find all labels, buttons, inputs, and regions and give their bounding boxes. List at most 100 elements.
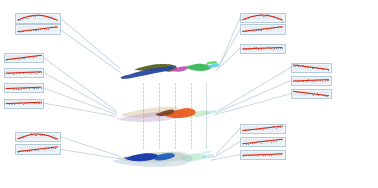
Point xyxy=(304,92,310,95)
FancyBboxPatch shape xyxy=(240,24,285,34)
Point xyxy=(3,102,9,105)
Point xyxy=(245,153,251,156)
Point xyxy=(22,87,28,90)
Point xyxy=(46,16,53,19)
Point xyxy=(3,87,9,90)
Point xyxy=(10,87,16,90)
Point xyxy=(295,65,301,68)
Point xyxy=(310,66,316,69)
Point xyxy=(3,72,9,75)
Point xyxy=(45,147,51,150)
Point xyxy=(243,29,249,32)
Point xyxy=(240,17,246,20)
Point xyxy=(312,66,318,69)
Point xyxy=(247,153,253,156)
Point xyxy=(31,102,37,105)
Point xyxy=(268,27,274,30)
Point xyxy=(279,18,285,21)
Point xyxy=(301,90,307,93)
Point xyxy=(260,154,266,157)
Point xyxy=(24,150,30,153)
Polygon shape xyxy=(154,153,175,161)
Point xyxy=(268,153,274,156)
Point xyxy=(45,133,51,136)
Point xyxy=(34,13,40,16)
Point xyxy=(23,86,29,89)
FancyBboxPatch shape xyxy=(15,13,60,23)
Point xyxy=(20,102,26,105)
Polygon shape xyxy=(156,109,175,116)
Polygon shape xyxy=(171,66,188,72)
Point xyxy=(266,47,272,50)
Point xyxy=(257,128,263,131)
Point xyxy=(277,47,283,50)
Point xyxy=(50,136,56,139)
Point xyxy=(297,91,303,94)
Point xyxy=(52,138,58,141)
Point xyxy=(19,30,25,33)
Point xyxy=(33,86,39,89)
Polygon shape xyxy=(206,61,217,64)
Point xyxy=(20,149,26,152)
Point xyxy=(28,28,34,31)
Point xyxy=(260,47,266,50)
Point xyxy=(33,71,39,74)
Point xyxy=(325,68,332,71)
Point xyxy=(242,17,248,20)
Point xyxy=(255,140,261,143)
Point xyxy=(11,87,17,90)
Point xyxy=(16,57,22,60)
Point xyxy=(247,47,253,50)
Point xyxy=(5,72,11,75)
Point xyxy=(247,141,253,144)
Point xyxy=(247,29,253,32)
Point xyxy=(16,71,22,74)
Polygon shape xyxy=(191,111,210,117)
Point xyxy=(43,15,49,18)
Point xyxy=(273,153,279,156)
Point xyxy=(35,148,41,151)
Point xyxy=(10,102,16,105)
Point xyxy=(251,154,257,157)
Point xyxy=(262,126,268,129)
Polygon shape xyxy=(207,63,219,68)
Point xyxy=(273,126,279,129)
Point xyxy=(268,140,274,143)
Point xyxy=(242,142,248,145)
Point xyxy=(262,140,268,143)
Point xyxy=(317,67,323,70)
Point xyxy=(28,131,34,134)
FancyBboxPatch shape xyxy=(4,53,43,62)
Point xyxy=(277,17,283,20)
Point xyxy=(249,153,255,156)
Point xyxy=(315,67,321,70)
Point xyxy=(6,57,12,60)
Point xyxy=(28,86,34,89)
Point xyxy=(247,127,253,130)
Point xyxy=(10,72,16,75)
Point xyxy=(6,71,12,74)
FancyBboxPatch shape xyxy=(240,13,285,22)
Point xyxy=(38,70,44,73)
Point xyxy=(31,55,37,58)
Point xyxy=(30,86,36,89)
Point xyxy=(319,68,325,71)
Point xyxy=(309,79,315,82)
Point xyxy=(312,92,318,95)
Point xyxy=(299,64,305,67)
Point xyxy=(22,56,28,59)
Point xyxy=(23,101,29,104)
Point xyxy=(294,79,300,82)
Point xyxy=(38,53,44,56)
Point xyxy=(52,26,58,29)
Point xyxy=(36,54,42,57)
Point xyxy=(39,147,45,150)
Point xyxy=(243,17,249,20)
Point xyxy=(3,58,9,61)
Point xyxy=(270,27,276,30)
Point xyxy=(255,127,261,130)
Point xyxy=(30,14,36,17)
Point xyxy=(18,71,24,74)
FancyBboxPatch shape xyxy=(240,150,285,159)
Point xyxy=(301,63,307,66)
